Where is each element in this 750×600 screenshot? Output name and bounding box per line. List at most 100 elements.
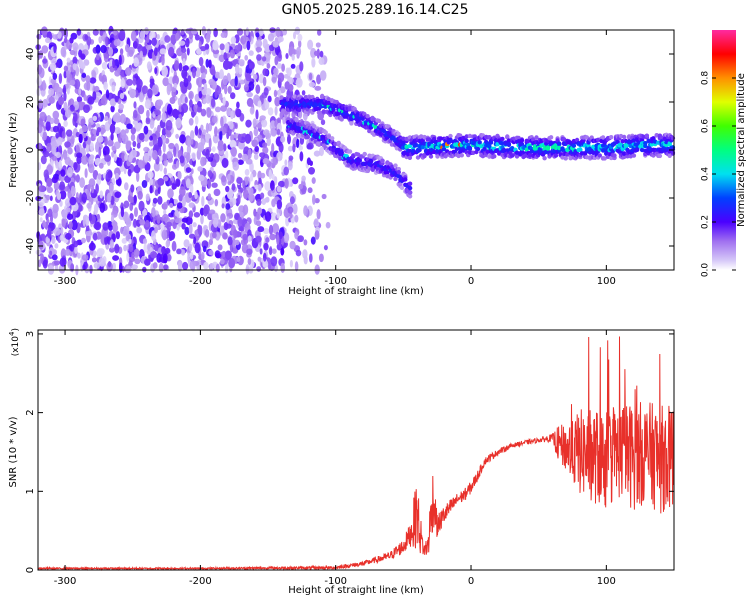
spectrogram-noise-cell bbox=[61, 218, 66, 228]
spectrogram-noise-cell bbox=[235, 63, 240, 74]
spectrogram-band-cell bbox=[622, 151, 627, 156]
spectrogram-noise-cell bbox=[303, 239, 308, 246]
spectrogram-noise-cell bbox=[182, 196, 187, 207]
spectrogram-noise-cell bbox=[162, 253, 168, 264]
spectrogram-noise-cell bbox=[130, 239, 134, 246]
spectrogram-lower-branch-cell bbox=[407, 185, 413, 191]
spectrogram-noise-cell bbox=[158, 262, 164, 273]
y-tick-label: 1 bbox=[25, 488, 36, 494]
spectrogram-noise-cell bbox=[114, 127, 121, 134]
spectrogram-noise-cell bbox=[126, 78, 133, 86]
spectrogram-noise-cell bbox=[255, 220, 262, 227]
spectrogram-noise-cell bbox=[298, 39, 302, 49]
spectrogram-noise-cell bbox=[203, 50, 207, 56]
spectrogram-noise-cell bbox=[193, 236, 197, 245]
chart-title: GN05.2025.289.16.14.C25 bbox=[281, 2, 469, 18]
spectrogram-noise-cell bbox=[76, 155, 82, 164]
spectrogram-noise-cell bbox=[96, 213, 101, 220]
y-tick-label: 20 bbox=[25, 96, 36, 109]
spectrogram-noise-cell bbox=[110, 214, 115, 224]
spectrogram-noise-cell bbox=[114, 191, 122, 198]
spectrogram-noise-cell bbox=[62, 149, 68, 160]
spectrogram-noise-cell bbox=[262, 158, 270, 165]
spectrogram-noise-cell bbox=[287, 161, 293, 171]
spectrogram-noise-cell bbox=[89, 142, 94, 152]
spectrogram-noise-cell bbox=[96, 127, 102, 133]
spectrogram-noise-cell bbox=[227, 236, 233, 246]
spectrogram-noise-cell bbox=[212, 217, 219, 228]
spectrogram-lower-branch-cell bbox=[333, 141, 338, 147]
spectrogram-noise-cell bbox=[147, 171, 154, 179]
spectrogram-noise-cell bbox=[249, 106, 255, 115]
spectrogram-noise-cell bbox=[51, 236, 56, 245]
spectrogram-noise-cell bbox=[138, 104, 145, 115]
spectrogram-noise-cell bbox=[158, 148, 162, 157]
spectrogram-noise-cell bbox=[271, 143, 275, 153]
spectrogram-noise-cell bbox=[316, 74, 322, 85]
spectrogram-noise-cell bbox=[70, 185, 76, 196]
spectrogram-band-cell bbox=[631, 153, 637, 158]
spectrogram-noise-cell bbox=[224, 250, 232, 260]
spectrogram-noise-cell bbox=[197, 166, 203, 172]
spectrogram-noise-cell bbox=[310, 47, 317, 59]
spectrogram-noise-cell bbox=[313, 50, 320, 56]
spectrogram-noise-cell bbox=[151, 230, 156, 242]
spectrogram-noise-cell bbox=[320, 119, 326, 126]
spectrogram-noise-cell bbox=[144, 27, 149, 35]
spectrogram-noise-cell bbox=[115, 231, 120, 240]
spectrogram-upper-branch-cell bbox=[281, 104, 286, 110]
spectrogram-noise-cell bbox=[190, 139, 194, 145]
spectrogram-noise-cell bbox=[66, 167, 73, 178]
spectrogram-noise-cell bbox=[125, 128, 129, 134]
spectrogram-noise-cell bbox=[298, 183, 304, 190]
spectrogram-noise-cell bbox=[86, 189, 90, 200]
spectrogram-noise-cell bbox=[92, 29, 99, 36]
spectrogram-noise-cell bbox=[91, 184, 95, 194]
colorbar-tick-label: 0.0 bbox=[701, 263, 711, 278]
spectrogram-lower-branch-cell bbox=[399, 185, 405, 190]
spectrogram-noise-cell bbox=[314, 85, 322, 91]
spectrogram-noise-cell bbox=[220, 48, 224, 56]
spectrogram-noise-cell bbox=[317, 29, 322, 36]
spectrogram-noise-cell bbox=[51, 176, 58, 184]
spectrogram-noise-cell bbox=[274, 106, 278, 116]
spectrogram-noise-cell bbox=[237, 133, 242, 142]
spectrogram-noise-cell bbox=[247, 148, 252, 160]
spectrogram-noise-cell bbox=[206, 107, 212, 118]
spectrogram-noise-cell bbox=[173, 82, 178, 89]
spectrogram-band-cell bbox=[492, 154, 497, 159]
spectrogram-noise-cell bbox=[194, 34, 200, 41]
spectrogram-noise-cell bbox=[188, 90, 194, 100]
spectrogram-lower-branch-cell bbox=[407, 181, 413, 186]
spectrogram-noise-cell bbox=[146, 109, 150, 119]
spectrogram-noise-cell bbox=[165, 119, 173, 131]
spectrogram-noise-cell bbox=[183, 239, 190, 248]
spectrogram-noise-cell bbox=[165, 240, 170, 248]
spectrogram-noise-cell bbox=[69, 196, 77, 206]
spectrogram-noise-cell bbox=[98, 146, 102, 158]
spectrogram-noise-cell bbox=[107, 139, 114, 147]
spectrogram-noise-cell bbox=[159, 163, 163, 172]
spectrogram-noise-cell bbox=[212, 134, 219, 144]
spectrogram-noise-cell bbox=[169, 202, 174, 208]
x-tick-label: -100 bbox=[324, 276, 347, 287]
spectrogram-band-cell bbox=[657, 153, 663, 159]
spectrogram-y-axis-label: Frequency (Hz) bbox=[8, 112, 19, 188]
spectrogram-noise-cell bbox=[88, 242, 96, 251]
spectrogram-band-cell bbox=[495, 142, 500, 147]
spectrogram-noise-cell bbox=[275, 26, 281, 38]
spectrogram-band-cell bbox=[427, 137, 432, 142]
spectrogram-noise-cell bbox=[256, 198, 262, 206]
spectrogram-noise-cell bbox=[110, 105, 115, 113]
spectrogram-noise-cell bbox=[247, 258, 252, 265]
spectrogram-lower-branch-cell bbox=[385, 170, 390, 175]
spectrogram-noise-cell bbox=[110, 132, 114, 142]
spectrogram-noise-cell bbox=[123, 200, 130, 209]
spectrogram-band-cell bbox=[407, 155, 413, 160]
spectrogram-noise-cell bbox=[248, 50, 254, 56]
spectrogram-noise-cell bbox=[276, 185, 282, 193]
spectrogram-noise-cell bbox=[143, 152, 149, 163]
colorbar-ticks: 0.0 0.2 0.4 0.6 0.8 bbox=[701, 71, 736, 278]
spectrogram-noise-cell bbox=[133, 109, 138, 119]
spectrogram-noise-cell bbox=[97, 173, 102, 180]
